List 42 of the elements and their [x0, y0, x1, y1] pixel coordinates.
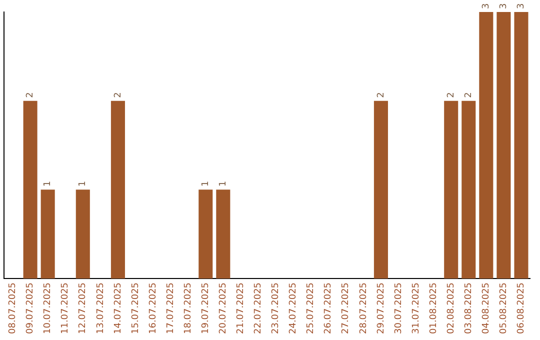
data-label: 1	[218, 180, 229, 187]
x-tick-label: 17.07.2025	[166, 282, 176, 334]
x-tick-label: 31.07.2025	[411, 282, 422, 334]
data-label: 2	[464, 92, 474, 98]
x-tick-label: 15.07.2025	[130, 282, 141, 334]
x-tick-label: 12.07.2025	[78, 282, 88, 334]
x-tick-label: 11.07.2025	[60, 282, 71, 334]
x-tick-label: 19.07.2025	[200, 282, 211, 334]
x-tick-label: 24.07.2025	[288, 282, 299, 334]
data-label: 2	[376, 92, 386, 98]
data-label: 2	[26, 92, 36, 98]
data-label: 1	[78, 180, 88, 187]
data-label: 3	[482, 3, 492, 9]
x-tick-label: 28.07.2025	[358, 282, 369, 334]
data-label: 2	[446, 92, 456, 98]
x-tick-label: 01.08.2025	[428, 282, 439, 334]
x-tick-label: 09.07.2025	[26, 282, 36, 334]
x-tick-label: 22.07.2025	[254, 282, 264, 334]
x-tick-label: 27.07.2025	[341, 282, 352, 334]
x-tick-label: 25.07.2025	[306, 282, 316, 334]
x-tick-label: 20.07.2025	[218, 282, 229, 334]
x-tick-label: 10.07.2025	[43, 282, 54, 334]
data-label: 2	[113, 92, 124, 98]
x-tick-label: 06.08.2025	[516, 282, 527, 334]
data-label: 3	[516, 3, 527, 9]
x-tick-label: 21.07.2025	[236, 282, 246, 334]
x-tick-label: 13.07.2025	[96, 282, 106, 334]
x-tick-label: 16.07.2025	[148, 282, 158, 334]
data-label: 3	[499, 3, 510, 9]
x-tick-label: 14.07.2025	[113, 282, 124, 334]
x-tick-label: 29.07.2025	[376, 282, 386, 334]
x-tick-label: 03.08.2025	[464, 282, 474, 334]
x-tick-label: 18.07.2025	[183, 282, 194, 334]
x-tick-label: 04.08.2025	[482, 282, 492, 334]
x-tick-label: 02.08.2025	[446, 282, 456, 334]
x-tick-label: 23.07.2025	[271, 282, 282, 334]
x-tick-label: 08.07.2025	[8, 282, 18, 334]
data-label: 1	[200, 180, 211, 187]
x-tick-label: 05.08.2025	[499, 282, 510, 334]
x-tick-label: 30.07.2025	[394, 282, 404, 334]
data-label: 1	[43, 180, 54, 187]
x-tick-label: 26.07.2025	[324, 282, 334, 334]
